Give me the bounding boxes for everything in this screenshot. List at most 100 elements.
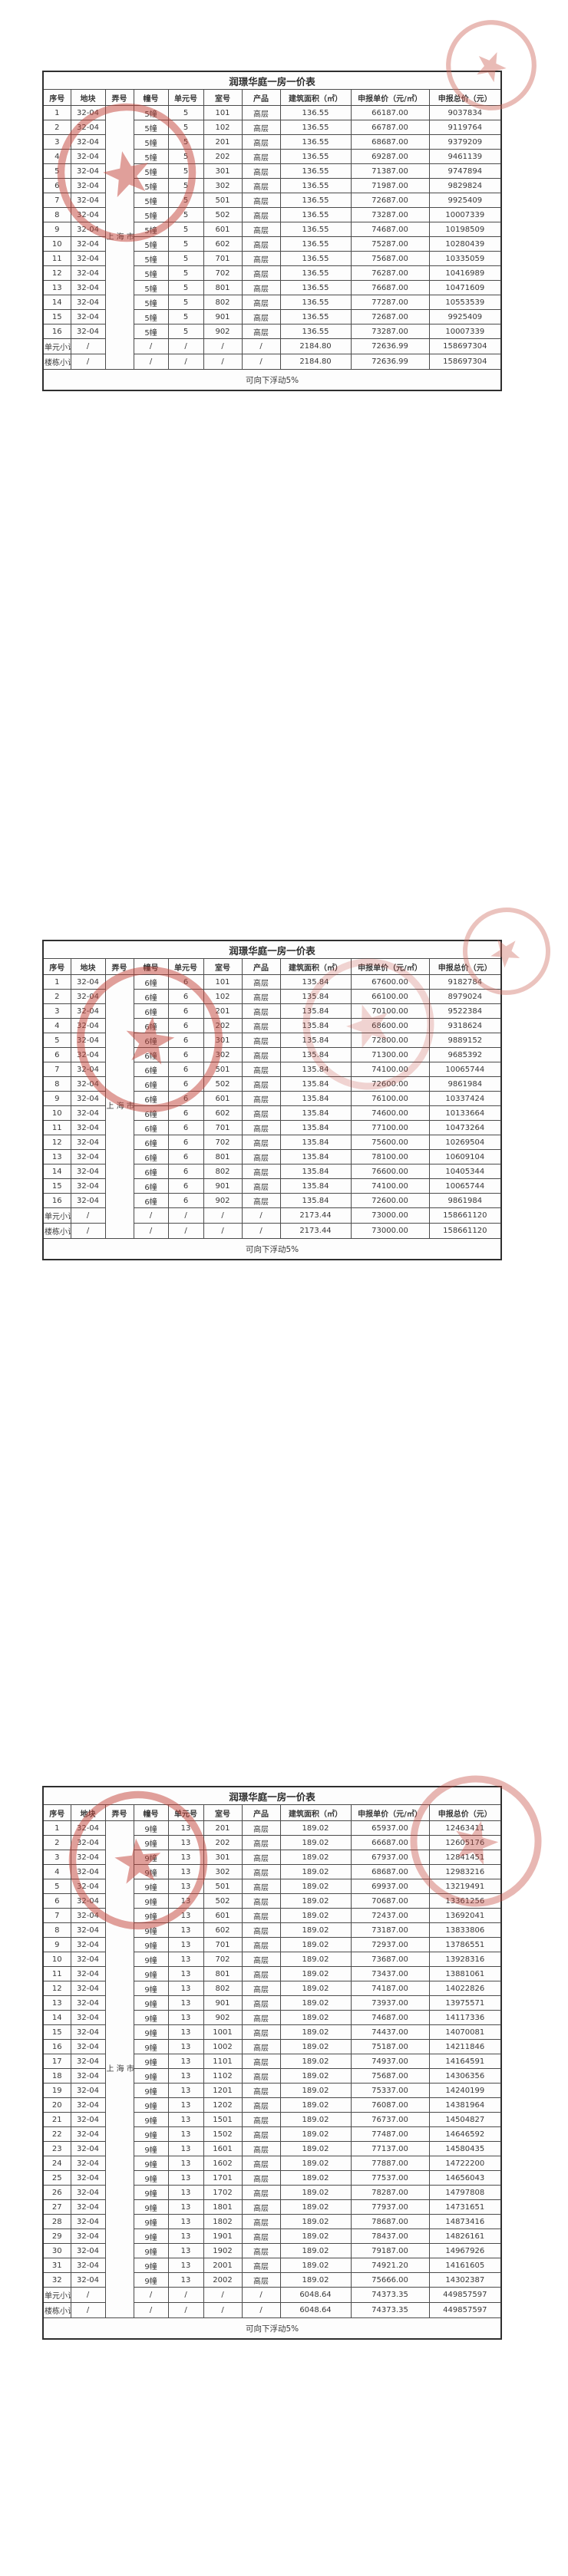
cell-total-price: 9861984 <box>428 1076 502 1092</box>
cell-unit: 6 <box>167 1193 204 1208</box>
cell-unit-price: 73437.00 <box>350 1966 430 1981</box>
cell-building: 9幢 <box>133 2156 169 2171</box>
subtotal-area: 2184.80 <box>279 354 352 370</box>
cell-unit-price: 67937.00 <box>350 1850 430 1865</box>
cell-unit: 13 <box>167 2083 204 2098</box>
cell-area: 189.02 <box>279 1966 352 1981</box>
one-house-one-price-table: 润璟华庭一房一价表 序号 地块 弄号 幢号 单元号 室号 产品 建筑面积（㎡） 申报单价（元/㎡）… <box>42 940 503 1260</box>
cell-area: 135.84 <box>279 1105 352 1121</box>
cell-seq: 6 <box>42 1047 71 1062</box>
table-title: 润璟华庭一房一价表 <box>42 940 502 959</box>
cell-seq: 12 <box>42 1981 71 1996</box>
cell-plot: 32-04 <box>70 2185 106 2200</box>
cell-total-price: 10416989 <box>428 265 502 281</box>
cell-unit: 6 <box>167 1149 204 1164</box>
cell-product: 高层 <box>241 1178 281 1194</box>
cell-room: 801 <box>203 1149 243 1164</box>
column-header-3: 幢号 <box>133 958 169 975</box>
cell-seq: 29 <box>42 2228 71 2244</box>
table-row: 13 32-04 9幢 13 901 高层 189.02 73937.00 13975571 <box>42 1995 502 2011</box>
cell-product: 高层 <box>241 1995 281 2011</box>
cell-product: 高层 <box>241 2199 281 2215</box>
cell-total-price: 10471609 <box>428 280 502 295</box>
column-header-5: 室号 <box>203 89 243 106</box>
cell-plot: 32-04 <box>70 2068 106 2084</box>
cell-total-price: 10335059 <box>428 251 502 266</box>
cell-total-price: 9379209 <box>428 134 502 150</box>
subtotal-label: 楼栋小计 <box>42 354 71 370</box>
cell-total-price: 13219491 <box>428 1879 502 1894</box>
cell-product: 高层 <box>241 1062 281 1077</box>
cell-seq: 2 <box>42 1835 71 1850</box>
table-row: 132-04上 海 市 宝 山 区 大 场 镇 丰 皓 路 818 弄5幢510… <box>42 105 502 370</box>
cell-total-price: 14797808 <box>428 2185 502 2200</box>
cell-unit-price: 75600.00 <box>350 1135 430 1150</box>
cell-seq: 10 <box>42 1952 71 1967</box>
cell-area: 135.84 <box>279 1135 352 1150</box>
cell-product: 高层 <box>241 2258 281 2273</box>
cell-room: 502 <box>203 207 243 222</box>
cell-total-price: 10280439 <box>428 236 502 252</box>
subtotal-label: 单元小计 <box>42 2287 71 2303</box>
cell-room: 1902 <box>203 2243 243 2258</box>
cell-seq: 9 <box>42 222 71 237</box>
column-header-3: 幢号 <box>133 89 169 106</box>
cell-product: 高层 <box>241 309 281 324</box>
cell-unit-price: 75687.00 <box>350 251 430 266</box>
cell-unit: 13 <box>167 1820 204 1836</box>
subtotal-unit-price: 72636.99 <box>350 338 430 354</box>
cell-area: 136.55 <box>279 134 352 150</box>
cell-room: 202 <box>203 1018 243 1033</box>
cell-building: 6幢 <box>133 1091 169 1106</box>
cell-unit: / <box>167 2287 204 2303</box>
cell-plot: 32-04 <box>70 1178 106 1194</box>
cell-unit: 6 <box>167 1076 204 1092</box>
cell-building: 9幢 <box>133 1850 169 1865</box>
cell-unit-price: 73287.00 <box>350 207 430 222</box>
cell-plot: 32-04 <box>70 251 106 266</box>
cell-total-price: 12983216 <box>428 1864 502 1879</box>
cell-room: 501 <box>203 1879 243 1894</box>
cell-total-price: 9318624 <box>428 1018 502 1033</box>
cell-seq: 28 <box>42 2214 71 2229</box>
cell-seq: 19 <box>42 2083 71 2098</box>
cell-building: 5幢 <box>133 251 169 266</box>
cell-seq: 30 <box>42 2243 71 2258</box>
subtotal-total-price: 158697304 <box>428 338 502 354</box>
cell-seq: 5 <box>42 1033 71 1048</box>
cell-plot: 32-04 <box>70 1018 106 1033</box>
column-header-4: 单元号 <box>167 89 204 106</box>
cell-unit: 6 <box>167 989 204 1004</box>
cell-building: 6幢 <box>133 1018 169 1033</box>
cell-seq: 1 <box>42 974 71 990</box>
cell-seq: 6 <box>42 1893 71 1909</box>
cell-unit: 13 <box>167 1937 204 1952</box>
cell-seq: 5 <box>42 1879 71 1894</box>
cell-product: 高层 <box>241 2156 281 2171</box>
cell-unit: 6 <box>167 1018 204 1033</box>
cell-unit-price: 76100.00 <box>350 1091 430 1106</box>
cell-plot: 32-04 <box>70 1937 106 1952</box>
column-header-6: 产品 <box>241 89 281 106</box>
cell-area: 189.02 <box>279 2199 352 2215</box>
cell-area: 189.02 <box>279 1879 352 1894</box>
cell-building: 9幢 <box>133 2272 169 2288</box>
cell-product: 高层 <box>241 1135 281 1150</box>
cell-product: 高层 <box>241 2170 281 2186</box>
cell-unit-price: 74187.00 <box>350 1981 430 1996</box>
column-header-5: 室号 <box>203 958 243 975</box>
cell-product: 高层 <box>241 2214 281 2229</box>
column-header-9: 申报总价（元） <box>428 958 502 975</box>
table-row: 26 32-04 9幢 13 1702 高层 189.02 78287.00 14797808 <box>42 2185 502 2200</box>
cell-plot: 32-04 <box>70 974 106 990</box>
cell-room: 301 <box>203 1033 243 1048</box>
cell-plot: 32-04 <box>70 2112 106 2127</box>
cell-total-price: 14022826 <box>428 1981 502 1996</box>
cell-building: 6幢 <box>133 989 169 1004</box>
cell-plot: 32-04 <box>70 1149 106 1164</box>
cell-unit: / <box>167 354 204 370</box>
cell-total-price: 14240199 <box>428 2083 502 2098</box>
cell-plot: 32-04 <box>70 324 106 339</box>
cell-building: 5幢 <box>133 222 169 237</box>
